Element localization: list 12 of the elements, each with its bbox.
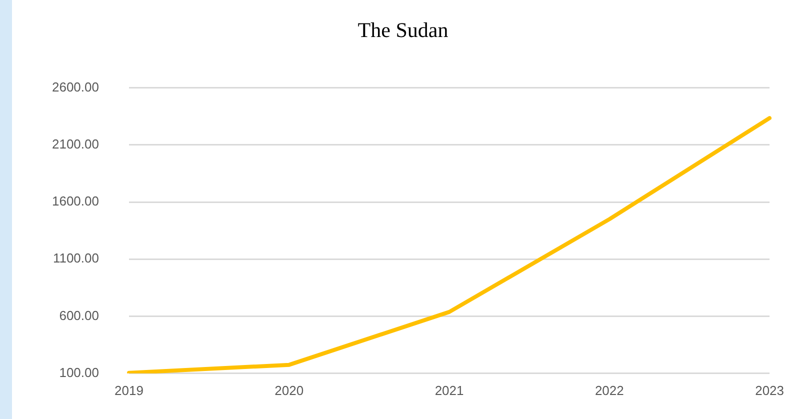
x-tick-label: 2022 [594, 382, 624, 398]
y-tick-label: 2600.00 [52, 79, 99, 94]
x-tick-label: 2020 [274, 382, 304, 398]
y-tick-label: 1100.00 [52, 250, 99, 266]
x-tick-label: 2019 [114, 382, 144, 398]
y-tick-label: 100.00 [59, 364, 99, 380]
chart-title: The Sudan [356, 18, 450, 43]
y-tick-label: 2100.00 [52, 136, 99, 152]
y-tick-label: 1600.00 [52, 194, 99, 209]
y-tick-label: 600.00 [59, 308, 99, 323]
x-tick-label: 2023 [755, 382, 784, 398]
x-tick-label: 2021 [434, 382, 464, 398]
